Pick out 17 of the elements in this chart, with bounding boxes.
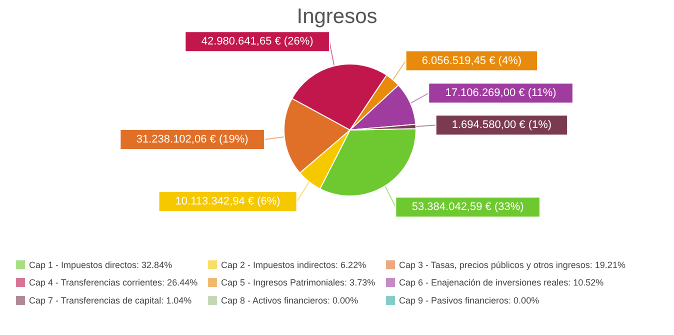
- legend-label: Cap 3 - Tasas, precios públicos y otros ingresos: 19.21%: [399, 260, 626, 270]
- legend-label: Cap 1 - Impuestos directos: 32.84%: [29, 260, 172, 270]
- data-label: 42.980.641,65 € (26%): [201, 36, 314, 48]
- legend-label: Cap 6 - Enajenación de inversiones reales: 10.52%: [399, 278, 604, 288]
- legend-label: Cap 2 - Impuestos indirectos: 6.22%: [221, 260, 366, 270]
- legend-label: Cap 9 - Pasivos financieros: 0.00%: [399, 296, 540, 306]
- data-label: 10.113.342,94 € (6%): [175, 195, 280, 208]
- data-label: 1.694.580,00 € (1%): [452, 119, 552, 132]
- data-label: 53.384.042,59 € (33%): [412, 201, 524, 214]
- legend-label: Cap 5 - Ingresos Patrimoniales: 3.73%: [221, 278, 376, 288]
- data-label: 6.056.519,45 € (4%): [422, 54, 522, 67]
- legend-label: Cap 4 - Transferencias corrientes: 26.44%: [29, 278, 198, 288]
- data-label: 17.106.269,00 € (11%): [445, 87, 556, 100]
- legend-label: Cap 8 - Activos financieros: 0.00%: [221, 296, 358, 306]
- chart-title: Ingresos: [296, 5, 378, 28]
- data-label: 31.238.102,06 € (19%): [136, 134, 248, 146]
- legend-label: Cap 7 - Transferencias de capital: 1.04%: [29, 296, 192, 306]
